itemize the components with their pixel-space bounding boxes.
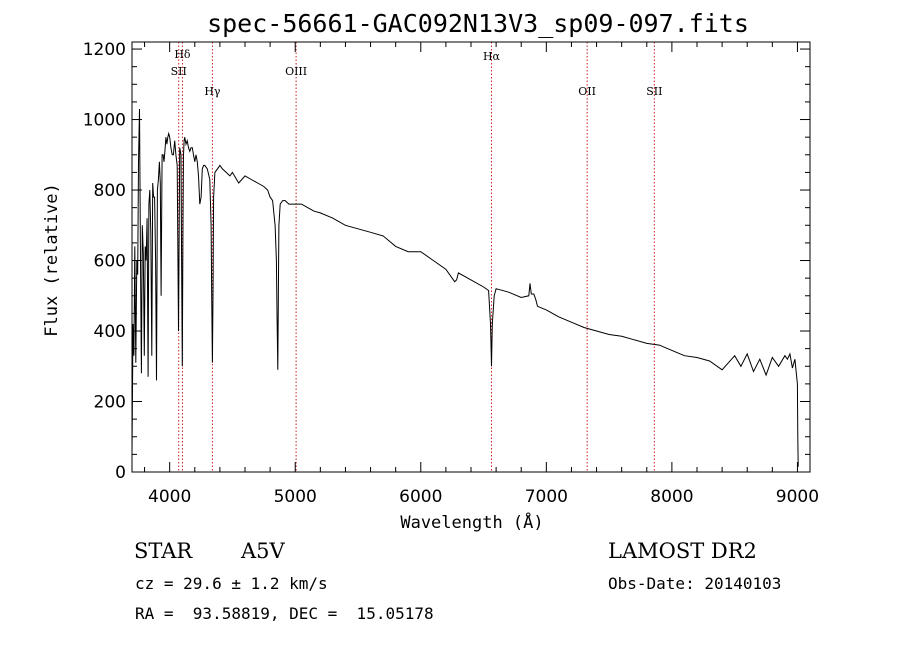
x-axis-label: Wavelength (Å)	[400, 511, 543, 533]
x-tick-label: 7000	[525, 487, 568, 507]
line-label: OII	[578, 85, 596, 98]
x-tick-label: 6000	[399, 487, 442, 507]
spectrum-series-line	[131, 108, 799, 467]
y-tick-label: 0	[115, 463, 126, 483]
line-label: SII	[171, 65, 187, 78]
object-class: STAR	[134, 539, 193, 563]
line-label: SII	[646, 85, 662, 98]
x-tick-label: 9000	[776, 487, 819, 507]
line-labels: Hδ SII Hγ OIII Hα OII SII	[171, 48, 663, 98]
y-tick-label: 1200	[83, 40, 126, 60]
y-tick-label: 400	[94, 322, 126, 342]
y-axis-label: Flux (relative)	[42, 183, 62, 337]
x-tick-label: 5000	[274, 487, 317, 507]
line-label: Hγ	[204, 85, 221, 98]
x-tick-label: 4000	[148, 487, 191, 507]
line-label: OIII	[285, 65, 307, 78]
plot-frame	[131, 41, 811, 473]
spectral-subclass: A5V	[241, 539, 285, 563]
y-tick-label: 800	[94, 181, 126, 201]
y-tick-label: 1000	[83, 111, 126, 131]
obs-date: Obs-Date: 20140103	[608, 574, 782, 593]
y-tick-label: 600	[94, 252, 126, 272]
chart-title: spec-56661-GAC092N13V3_sp09-097.fits	[207, 9, 749, 38]
redshift-cz: cz = 29.6 ± 1.2 km/s	[135, 574, 328, 593]
y-tick-label: 200	[94, 393, 126, 413]
ra-dec: RA = 93.58819, DEC = 15.05178	[135, 604, 434, 623]
line-markers	[178, 42, 655, 472]
line-label: Hδ	[174, 48, 191, 61]
line-label: Hα	[483, 50, 501, 63]
survey-name: LAMOST DR2	[608, 539, 757, 563]
axis-ticks: 4000 5000 6000 7000 8000 9000 0 200 400 600 800 100…	[83, 40, 819, 507]
x-tick-label: 8000	[650, 487, 693, 507]
